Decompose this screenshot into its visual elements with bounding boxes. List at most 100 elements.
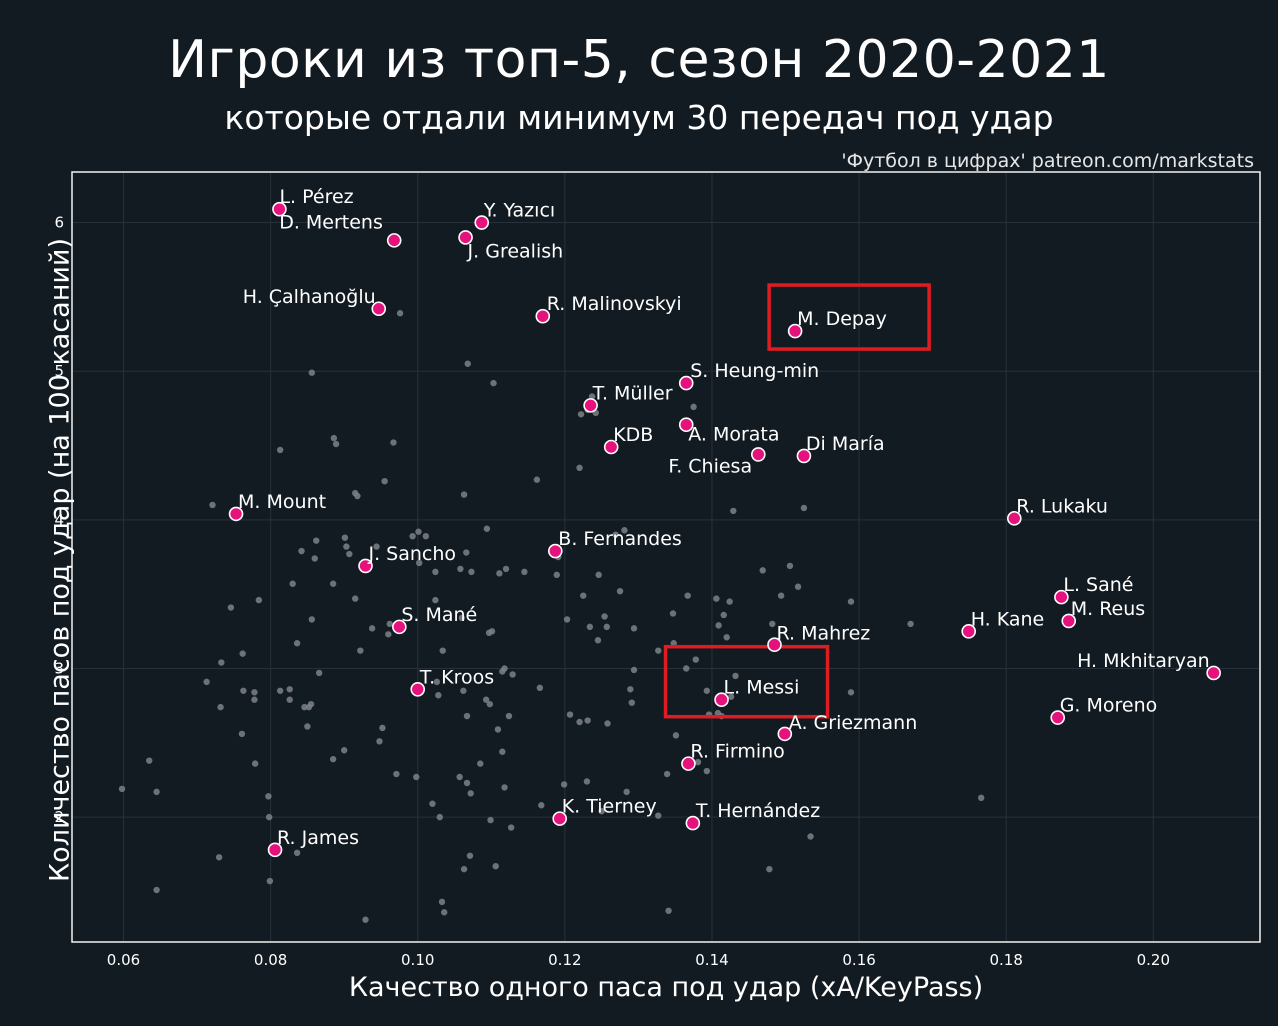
background-point (203, 678, 210, 686)
background-point (460, 491, 468, 498)
background-point (266, 877, 274, 885)
background-point (477, 760, 484, 767)
player-point (1050, 710, 1066, 725)
background-point (482, 696, 490, 703)
player-label: KDB (613, 424, 653, 446)
background-point (595, 571, 602, 579)
background-point (381, 477, 388, 485)
player-point (410, 681, 426, 697)
background-point (670, 640, 677, 647)
background-point (487, 816, 494, 824)
background-point (467, 790, 474, 797)
player-label: L. Messi (724, 677, 800, 699)
player-label: R. Mahrez (777, 623, 871, 645)
background-point (376, 738, 383, 745)
background-point (346, 550, 353, 558)
background-point (553, 571, 560, 579)
background-point (265, 813, 273, 821)
background-point (604, 720, 611, 727)
background-point (669, 610, 677, 617)
background-point (293, 640, 301, 647)
player-label: L. Sané (1063, 574, 1133, 596)
background-point (576, 718, 583, 726)
background-point (665, 907, 672, 914)
background-point (432, 568, 439, 576)
background-point (308, 369, 316, 376)
background-point (146, 757, 153, 764)
background-point (794, 583, 802, 590)
background-point (584, 717, 591, 724)
background-point (362, 916, 369, 923)
background-point (978, 794, 985, 802)
background-point (583, 778, 591, 785)
player-label: J. Grealish (467, 240, 564, 262)
background-point (509, 671, 516, 678)
highlight-box (767, 283, 931, 351)
labeled-points (228, 201, 1221, 858)
player-point (272, 201, 287, 217)
background-point (289, 580, 296, 587)
background-point (628, 699, 635, 706)
player-label: H. Kane (971, 608, 1045, 630)
background-point (276, 687, 284, 694)
background-point (533, 476, 541, 483)
background-point (413, 773, 420, 781)
background-point (255, 596, 263, 604)
background-point (468, 568, 475, 576)
background-point (463, 549, 470, 556)
y-axis-label: Количество пасов под удар (на 100 касани… (44, 238, 76, 882)
x-axis-label: Качество одного паса под удар (xA/KeyPas… (348, 972, 984, 1003)
y-tick-label: 2 (54, 808, 64, 826)
player-point (714, 692, 729, 708)
background-point (357, 647, 364, 654)
background-point (438, 898, 446, 906)
background-point (766, 865, 773, 873)
background-point (692, 656, 699, 663)
point-labels: L. Pérez D. Mertens Y. Yazıcı J. Grealish H.… (238, 186, 1210, 849)
player-label: Di María (806, 433, 885, 455)
background-point (227, 604, 235, 611)
player-label: R. Lukaku (1016, 495, 1108, 517)
player-point (678, 375, 694, 391)
background-point (265, 793, 272, 800)
background-point (313, 537, 320, 544)
background-point (807, 833, 814, 840)
background-point (386, 620, 393, 628)
background-point (655, 647, 662, 654)
axis-ticks: 0.06 0.08 0.10 0.12 0.14 0.16 0.18 0.20 2 3 4 5 6 (54, 214, 1170, 969)
background-point (907, 620, 914, 628)
player-label: M. Reus (1071, 598, 1145, 620)
background-point (580, 592, 587, 599)
highlight-box (663, 644, 830, 719)
background-point (483, 525, 491, 532)
background-point (723, 634, 730, 641)
background-point (215, 854, 223, 861)
background-point (396, 310, 404, 317)
background-point (672, 732, 680, 739)
player-label: R. James (277, 827, 359, 849)
player-label: R. Firmino (690, 741, 784, 763)
background-point (332, 440, 340, 448)
background-point (373, 543, 380, 550)
player-point (358, 558, 373, 574)
background-point (240, 687, 247, 694)
player-label: T. Hernández (695, 800, 820, 822)
background-point (218, 659, 225, 666)
y-tick-label: 6 (54, 214, 64, 232)
x-tick-label: 0.18 (990, 951, 1023, 969)
player-point (681, 756, 696, 771)
background-point (800, 504, 808, 512)
player-point (547, 543, 563, 559)
background-point (684, 592, 691, 599)
player-label: A. Morata (688, 424, 779, 446)
background-point (409, 532, 416, 540)
player-point (535, 308, 551, 324)
background-point (308, 616, 316, 623)
y-tick-label: 4 (54, 511, 64, 529)
background-point (560, 781, 568, 788)
player-point (552, 811, 568, 826)
chart-source-note: 'Футбол в цифрах' patreon.com/markstats (841, 150, 1254, 172)
background-point (343, 543, 350, 550)
background-point (464, 360, 471, 367)
background-point (630, 625, 638, 632)
